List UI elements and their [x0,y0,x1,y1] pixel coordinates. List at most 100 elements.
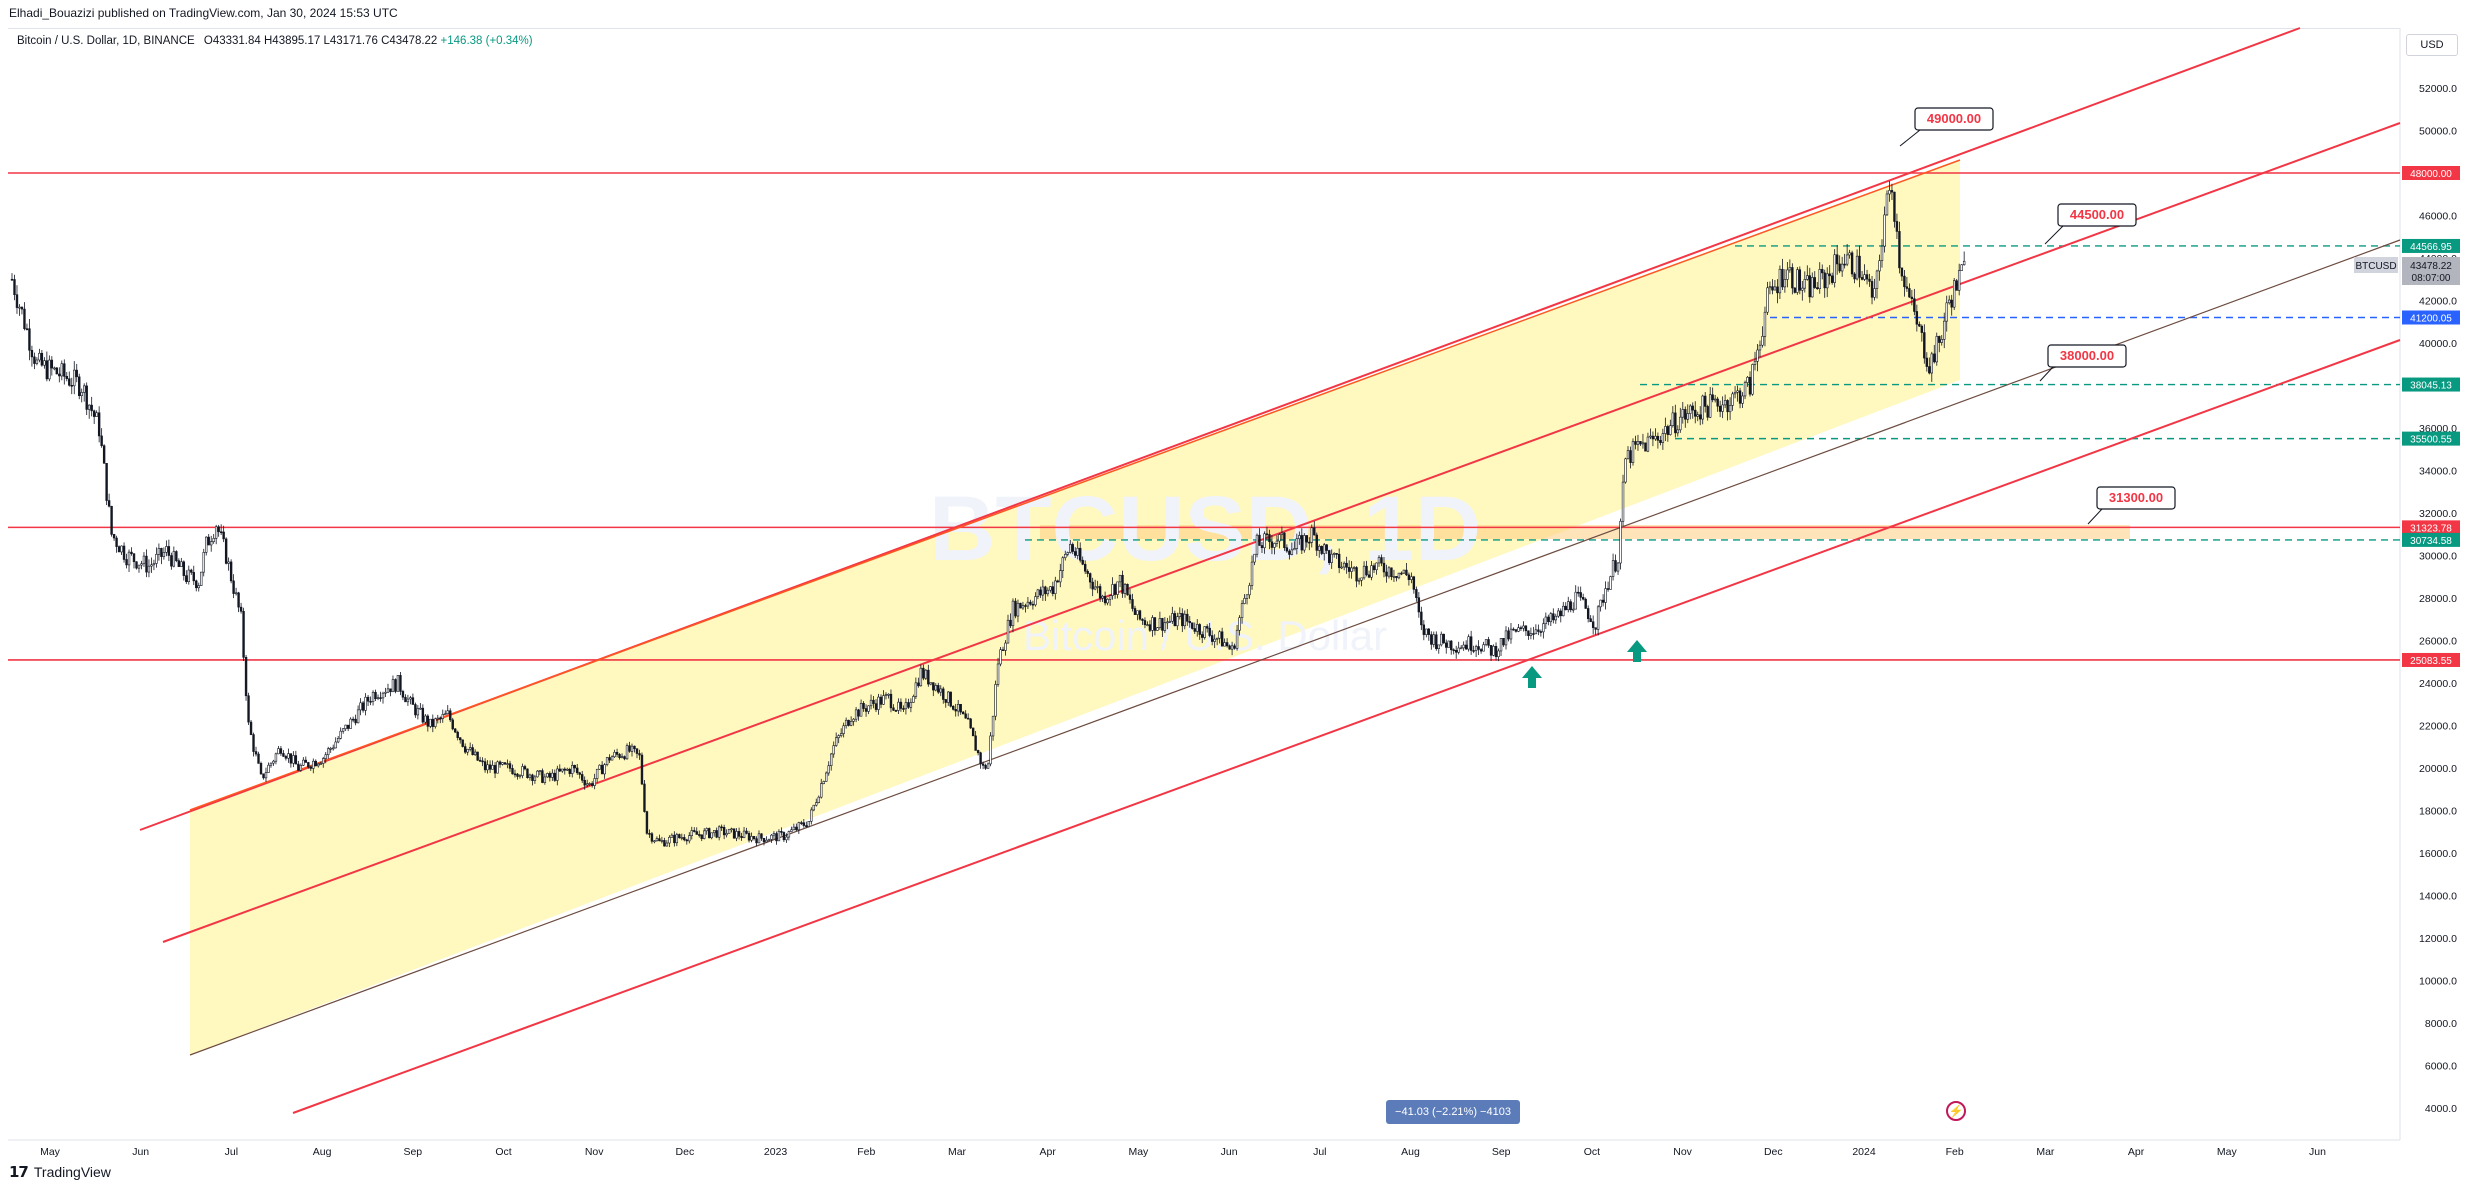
candle-body [416,708,420,716]
candle-body [1611,560,1615,577]
symbol-legend[interactable]: Bitcoin / U.S. Dollar, 1D, BINANCE O4333… [17,35,533,47]
candle-body [1469,636,1473,651]
candle-body [1467,636,1470,650]
candle-body [1636,441,1640,445]
candle-body [1121,574,1124,594]
callout-label: 31300.00 [2109,490,2163,505]
candle-body [142,555,146,565]
candle-body [805,825,808,827]
candle-body [456,731,459,738]
measure-tool-label[interactable]: −41.03 (−2.21%) −4103 [1386,1100,1520,1124]
candle-body [675,834,679,844]
candle-body [304,759,308,763]
price-tick-label: 4000.0 [2425,1103,2457,1115]
candlestick-series[interactable] [10,181,1966,848]
candle-body [984,765,987,769]
candle-body [389,688,392,693]
candle-body [690,830,693,836]
price-tick-label: 18000.0 [2419,806,2457,818]
candle-body [426,715,430,727]
candle-body [1405,569,1408,576]
candle-body [625,745,629,760]
candle-body [152,563,156,566]
candle-body [954,709,957,712]
candle-body [110,505,113,535]
candle-body [536,770,539,778]
candle-body [364,696,367,711]
candle-body [1629,450,1632,463]
flash-icon[interactable]: ⚡ [1946,1101,1966,1121]
candle-body [934,685,937,691]
currency-button[interactable]: USD [2406,34,2458,56]
time-tick-label: Oct [495,1146,511,1158]
candle-body [598,764,601,770]
channel-outer-lower-line[interactable] [292,339,2401,1114]
candle-body [700,834,703,839]
candle-body [561,768,564,772]
candle-body [307,762,310,768]
candle-body [1482,644,1485,652]
last-price-symbol: BTCUSD [2355,261,2396,272]
candle-body [155,553,158,564]
candle-body [1263,533,1266,549]
channel-inner-upper-line[interactable] [189,159,1961,811]
candle-body [884,693,888,696]
candle-body [556,768,559,781]
footer-brand[interactable]: 𝟭𝟳 TradingView [9,1163,111,1181]
callout-box[interactable] [2047,344,2127,368]
time-axis-ticks: May Jun Jul Aug Sep Oct Nov Dec 2023 Feb Mar Apr May… [40,1146,2326,1158]
price-callouts[interactable]: 49000.00 44500.00 38000.00 31300.00 [1899,107,2176,525]
candle-body [30,349,34,358]
candle-body [1738,390,1742,404]
candle-body [1920,325,1924,333]
publisher-line: Elhadi_Bouazizi published on TradingView… [9,6,398,20]
callout-box[interactable] [1914,107,1994,131]
candle-body [1255,534,1259,555]
candle-body [807,821,811,827]
candle-body [287,753,290,759]
candle-body [553,772,557,781]
candle-body [55,367,59,375]
candle-body [1442,633,1445,644]
candle-body [229,561,233,582]
price-axis-bg[interactable] [2400,28,2475,1160]
candle-body [1676,429,1680,434]
candle-body [974,735,977,751]
channel-lower-line[interactable] [189,239,2401,1056]
candle-body [571,765,574,774]
up-arrow-icon[interactable] [1522,666,1542,688]
horizontal-levels[interactable] [8,172,2400,661]
candle-body [1671,412,1675,426]
up-arrow-icon[interactable] [1627,640,1647,662]
candle-body [366,696,370,702]
candle-body [1131,599,1134,609]
candle-body [615,751,619,755]
candle-body [1118,574,1122,583]
candle-body [18,306,21,309]
candle-body [790,829,793,832]
callout-box[interactable] [2096,486,2176,510]
candle-body [1955,280,1958,291]
candle-body [1731,393,1734,406]
level-label: 25083.55 [2410,656,2452,667]
candle-body [1537,629,1540,632]
candle-body [1240,603,1244,618]
candle-body [942,688,945,700]
candle-body [351,718,355,721]
candle-body [1387,567,1391,577]
callout-box[interactable] [2057,203,2137,227]
candle-body [909,702,913,708]
price-tick-label: 24000.0 [2419,678,2457,690]
level-label-tag [2402,532,2460,547]
candle-body [344,724,347,730]
candle-body [269,762,273,766]
candle-body [1684,409,1687,420]
candle-body [1208,627,1211,636]
candle-body [737,831,741,837]
candle-body [1910,296,1914,300]
time-tick-label: Nov [1673,1146,1692,1158]
candle-body [630,745,634,752]
candle-body [1509,628,1513,640]
candle-body [60,363,64,377]
